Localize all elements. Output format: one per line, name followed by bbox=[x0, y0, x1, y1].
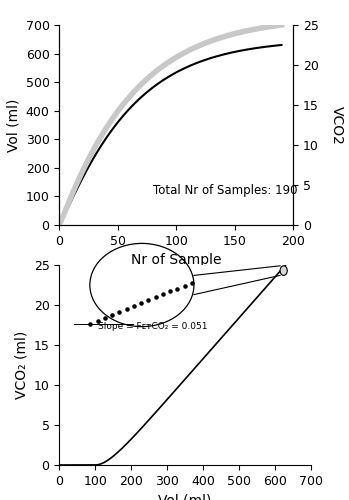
Y-axis label: VCO₂ (ml): VCO₂ (ml) bbox=[14, 331, 28, 399]
X-axis label: Vol (ml): Vol (ml) bbox=[158, 494, 211, 500]
Y-axis label: VCO2: VCO2 bbox=[330, 106, 344, 144]
Y-axis label: Vol (ml): Vol (ml) bbox=[6, 98, 20, 152]
Text: Total Nr of Samples: 190: Total Nr of Samples: 190 bbox=[153, 184, 297, 196]
Ellipse shape bbox=[280, 266, 287, 276]
X-axis label: Nr of Sample: Nr of Sample bbox=[131, 254, 222, 268]
